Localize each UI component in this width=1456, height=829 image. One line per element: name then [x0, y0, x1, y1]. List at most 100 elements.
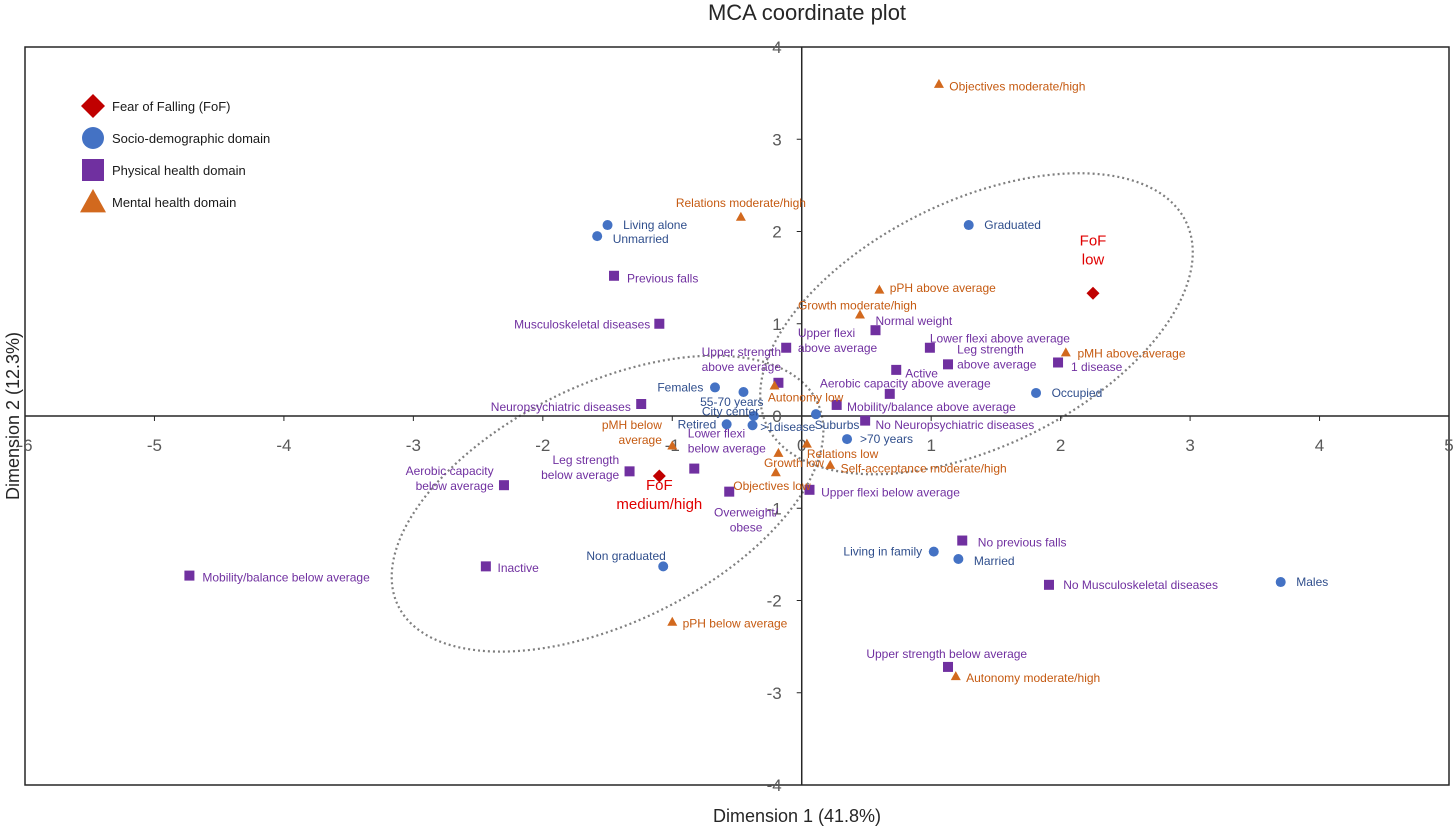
label-line: pMH below — [602, 418, 662, 432]
circle-marker-suburbs — [810, 409, 821, 420]
circle-marker-1disease — [747, 420, 758, 431]
label-line: Lower flexi above average — [930, 332, 1070, 346]
cluster-ellipse-1 — [759, 172, 1194, 476]
label-line: Autonomy low — [768, 391, 844, 405]
square-marker-upper-strength-below-average — [943, 661, 954, 672]
label-1disease: >1disease — [760, 420, 815, 434]
square-marker-upper-flexi-above-average — [781, 342, 792, 353]
label-fof-low: FoF low — [1080, 232, 1107, 268]
label-line: 1 disease — [1071, 360, 1123, 374]
circle-marker-retired — [721, 419, 732, 430]
square-marker-active — [891, 364, 902, 375]
label-line: Upper flexi — [798, 326, 855, 340]
label-unmarried: Unmarried — [613, 232, 669, 246]
label-line: below average — [416, 479, 494, 493]
label-relations-moderate-high: Relations moderate/high — [676, 196, 806, 210]
label-70-years: >70 years — [860, 432, 913, 446]
label-1-disease: 1 disease — [1071, 360, 1123, 374]
circle-marker-living-in-family — [928, 546, 939, 557]
triangle-marker-growth-low — [773, 447, 784, 457]
x-tick-label: -4 — [276, 436, 291, 455]
label-females: Females — [657, 380, 703, 394]
label-line: Graduated — [984, 218, 1041, 232]
cluster-ellipse-2 — [390, 354, 825, 653]
label-no-previous-falls: No previous falls — [978, 535, 1067, 549]
label-line: above average — [798, 341, 878, 355]
square-marker-aerobic-capacity-above-average — [884, 388, 895, 399]
triangle-marker-objectives-low — [770, 467, 781, 477]
label-overweight-obese: Overweight/obese — [714, 506, 779, 535]
square-marker-no-neuropsychiatric-diseases — [860, 415, 871, 426]
x-tick-label: 5 — [1444, 436, 1453, 455]
label-autonomy-moderate-high: Autonomy moderate/high — [966, 671, 1100, 685]
x-tick-label: 0 — [797, 436, 806, 455]
label-aerobic-capacity-below-average: Aerobic capacity below average — [406, 464, 494, 493]
square-marker-leg-strength-below-average — [624, 466, 635, 477]
circle-marker-unmarried — [592, 231, 603, 242]
label-line: above average — [702, 360, 782, 374]
circle-marker-females — [709, 382, 720, 393]
label-line: Previous falls — [627, 272, 698, 286]
chart-title: MCA coordinate plot — [708, 0, 906, 25]
label-city-center: City center — [702, 404, 759, 418]
label-line: No previous falls — [978, 535, 1067, 549]
label-retired: Retired — [678, 417, 717, 431]
triangle-marker-pph-below-average — [667, 616, 678, 626]
label-line: pPH above average — [890, 281, 996, 295]
square-marker-overweight-obese — [724, 486, 735, 497]
label-line: No Musculoskeletal diseases — [1063, 578, 1218, 592]
label-line: Married — [974, 554, 1015, 568]
label-lower-flexi-below-average: Lower flexi below average — [688, 426, 766, 455]
label-line: above average — [957, 357, 1037, 371]
label-line: Leg strength — [957, 342, 1024, 356]
triangle-marker-relations-low — [801, 438, 812, 448]
x-tick-label: 1 — [926, 436, 935, 455]
label-line: Aerobic capacity above average — [820, 377, 991, 391]
label-line: Lower flexi — [688, 426, 745, 440]
diamond-marker-fof-medium-high — [652, 469, 666, 483]
square-marker-normal-weight — [870, 325, 881, 336]
label-suburbs: Suburbs — [815, 418, 860, 432]
label-line: Overweight/ — [714, 506, 779, 520]
label-line: Unmarried — [613, 232, 669, 246]
circle-marker-married — [953, 553, 964, 564]
y-axis-title: Dimension 2 (12.3%) — [3, 332, 23, 500]
legend-label-physical-health-domain: Physical health domain — [112, 163, 246, 178]
label-line: below average — [688, 441, 766, 455]
y-tick-label: -3 — [767, 684, 782, 703]
label-line: Retired — [678, 417, 717, 431]
label-line: Relations low — [807, 447, 879, 461]
label-musculoskeletal-diseases: Musculoskeletal diseases — [514, 318, 650, 332]
legend-diamond-marker — [81, 94, 105, 118]
triangle-marker-pmh-above-average — [1060, 347, 1071, 357]
label-relations-low: Relations low — [807, 447, 879, 461]
label-line: Upper strength — [702, 345, 781, 359]
label-leg-strength-below-average: Leg strength below average — [541, 453, 619, 482]
label-line: Upper flexi below average — [821, 486, 960, 500]
point-layer: FoF low FoF medium/high Living aloneUnmarrie… — [184, 78, 1328, 685]
square-marker-previous-falls — [609, 270, 620, 281]
x-tick-label: 3 — [1185, 436, 1194, 455]
ellipse-layer — [390, 172, 1194, 653]
y-tick-label: 4 — [772, 38, 781, 57]
label-aerobic-capacity-above-average: Aerobic capacity above average — [820, 377, 991, 391]
label-non-graduated: Non graduated — [586, 549, 665, 563]
triangle-marker-self-acceptance-moderate-high — [825, 459, 836, 469]
label-line: Growth low — [764, 456, 824, 470]
triangle-marker-relations-moderate-high — [735, 211, 746, 221]
label-line: Active — [905, 367, 938, 381]
label-objectives-low: Objectives low — [733, 479, 811, 493]
label-line: low — [1082, 251, 1105, 268]
x-tick-label: -2 — [535, 436, 550, 455]
x-tick-label: -6 — [17, 436, 32, 455]
label-line: Musculoskeletal diseases — [514, 318, 650, 332]
label-occupied: Occupied — [1052, 386, 1103, 400]
label-line: Objectives moderate/high — [949, 80, 1085, 94]
label-line: FoF — [646, 477, 673, 494]
square-marker-no-previous-falls — [957, 535, 968, 546]
label-pph-below-average: pPH below average — [683, 617, 788, 631]
x-tick-label: -5 — [147, 436, 162, 455]
label-line: below average — [541, 468, 619, 482]
label-upper-strength-below-average: Upper strength below average — [866, 647, 1027, 661]
